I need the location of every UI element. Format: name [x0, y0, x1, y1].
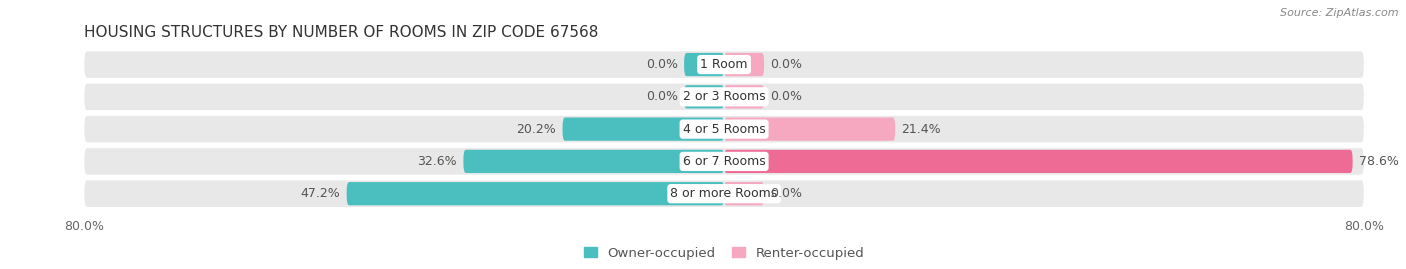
FancyBboxPatch shape — [84, 84, 1364, 110]
FancyBboxPatch shape — [562, 118, 724, 141]
FancyBboxPatch shape — [464, 150, 724, 173]
Text: 6 or 7 Rooms: 6 or 7 Rooms — [683, 155, 765, 168]
Text: 0.0%: 0.0% — [645, 58, 678, 71]
FancyBboxPatch shape — [685, 53, 724, 76]
Text: 78.6%: 78.6% — [1360, 155, 1399, 168]
FancyBboxPatch shape — [724, 182, 763, 205]
FancyBboxPatch shape — [724, 118, 896, 141]
Text: 47.2%: 47.2% — [301, 187, 340, 200]
Text: 0.0%: 0.0% — [770, 187, 803, 200]
FancyBboxPatch shape — [685, 85, 724, 108]
FancyBboxPatch shape — [84, 148, 1364, 175]
FancyBboxPatch shape — [84, 116, 1364, 142]
FancyBboxPatch shape — [724, 150, 1353, 173]
Text: 32.6%: 32.6% — [418, 155, 457, 168]
Text: 2 or 3 Rooms: 2 or 3 Rooms — [683, 90, 765, 103]
FancyBboxPatch shape — [84, 51, 1364, 78]
FancyBboxPatch shape — [724, 53, 763, 76]
Text: Source: ZipAtlas.com: Source: ZipAtlas.com — [1281, 8, 1399, 18]
Text: 8 or more Rooms: 8 or more Rooms — [671, 187, 778, 200]
Text: 0.0%: 0.0% — [645, 90, 678, 103]
Text: 21.4%: 21.4% — [901, 123, 941, 136]
FancyBboxPatch shape — [724, 85, 763, 108]
Text: 20.2%: 20.2% — [516, 123, 557, 136]
Text: HOUSING STRUCTURES BY NUMBER OF ROOMS IN ZIP CODE 67568: HOUSING STRUCTURES BY NUMBER OF ROOMS IN… — [84, 25, 599, 40]
Legend: Owner-occupied, Renter-occupied: Owner-occupied, Renter-occupied — [583, 247, 865, 260]
Text: 1 Room: 1 Room — [700, 58, 748, 71]
FancyBboxPatch shape — [84, 180, 1364, 207]
Text: 4 or 5 Rooms: 4 or 5 Rooms — [683, 123, 765, 136]
FancyBboxPatch shape — [347, 182, 724, 205]
Text: 0.0%: 0.0% — [770, 90, 803, 103]
Text: 0.0%: 0.0% — [770, 58, 803, 71]
